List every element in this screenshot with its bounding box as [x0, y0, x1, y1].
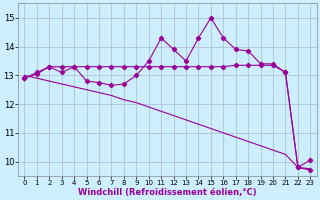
X-axis label: Windchill (Refroidissement éolien,°C): Windchill (Refroidissement éolien,°C): [78, 188, 257, 197]
